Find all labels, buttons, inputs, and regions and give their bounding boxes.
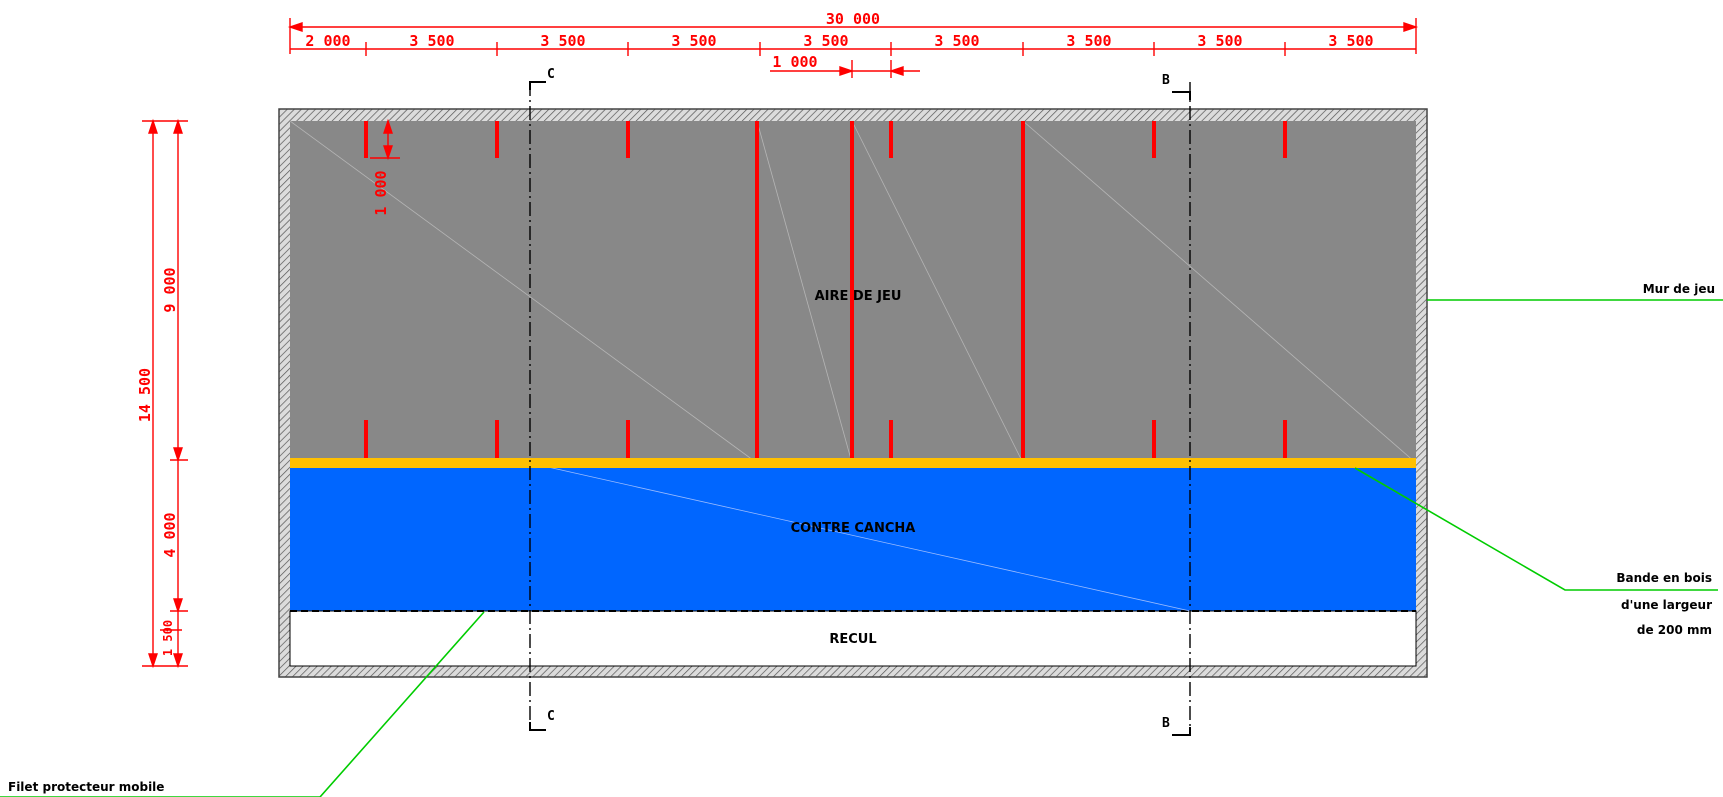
play-depth-label: 9 000	[161, 267, 179, 312]
marker-length-label: 1 000	[372, 170, 390, 215]
leader-lines	[0, 299, 1723, 797]
section-label-b-top: B	[1162, 73, 1170, 88]
total-width-label: 30 000	[826, 10, 880, 28]
contre-cancha-label: CONTRE CANCHA	[791, 521, 916, 536]
sub-segment-label: 1 000	[772, 53, 817, 71]
segment-label-1: 3 500	[409, 32, 454, 50]
segment-label-4: 3 500	[803, 32, 848, 50]
wooden-band	[290, 458, 1416, 468]
band-annotation-line2: d'une largeur	[1621, 598, 1712, 612]
segment-label-2: 3 500	[540, 32, 585, 50]
band-annotation-line1: Bande en bois	[1616, 571, 1712, 585]
segment-label-7: 3 500	[1197, 32, 1242, 50]
section-label-b-bottom: B	[1162, 716, 1170, 731]
section-label-c-top: C	[547, 67, 555, 82]
construction-lines	[289, 120, 1417, 612]
contre-cancha-zone	[290, 463, 1416, 611]
segment-label-5: 3 500	[934, 32, 979, 50]
segment-label-6: 3 500	[1066, 32, 1111, 50]
recul-depth-label: 1 500	[161, 620, 175, 656]
recul-label: RECUL	[829, 632, 876, 647]
total-height-label: 14 500	[136, 368, 154, 422]
top-dimension-lines	[287, 18, 1419, 78]
section-label-c-bottom: C	[547, 709, 555, 724]
band-annotation-line3: de 200 mm	[1637, 623, 1712, 637]
play-area-label: AIRE DE JEU	[815, 289, 902, 304]
left-dimension-lines	[142, 118, 188, 669]
section-markers	[529, 81, 1191, 736]
section-lines	[529, 82, 1191, 730]
first-segment-label: 2 000	[305, 32, 350, 50]
court-markings	[364, 121, 1287, 458]
net-annotation: Filet protecteur mobile	[8, 780, 164, 794]
marker-dimension	[370, 118, 400, 161]
wall-annotation: Mur de jeu	[1643, 282, 1715, 296]
segment-label-8: 3 500	[1328, 32, 1373, 50]
segment-label-3: 3 500	[671, 32, 716, 50]
contre-cancha-depth-label: 4 000	[161, 512, 179, 557]
